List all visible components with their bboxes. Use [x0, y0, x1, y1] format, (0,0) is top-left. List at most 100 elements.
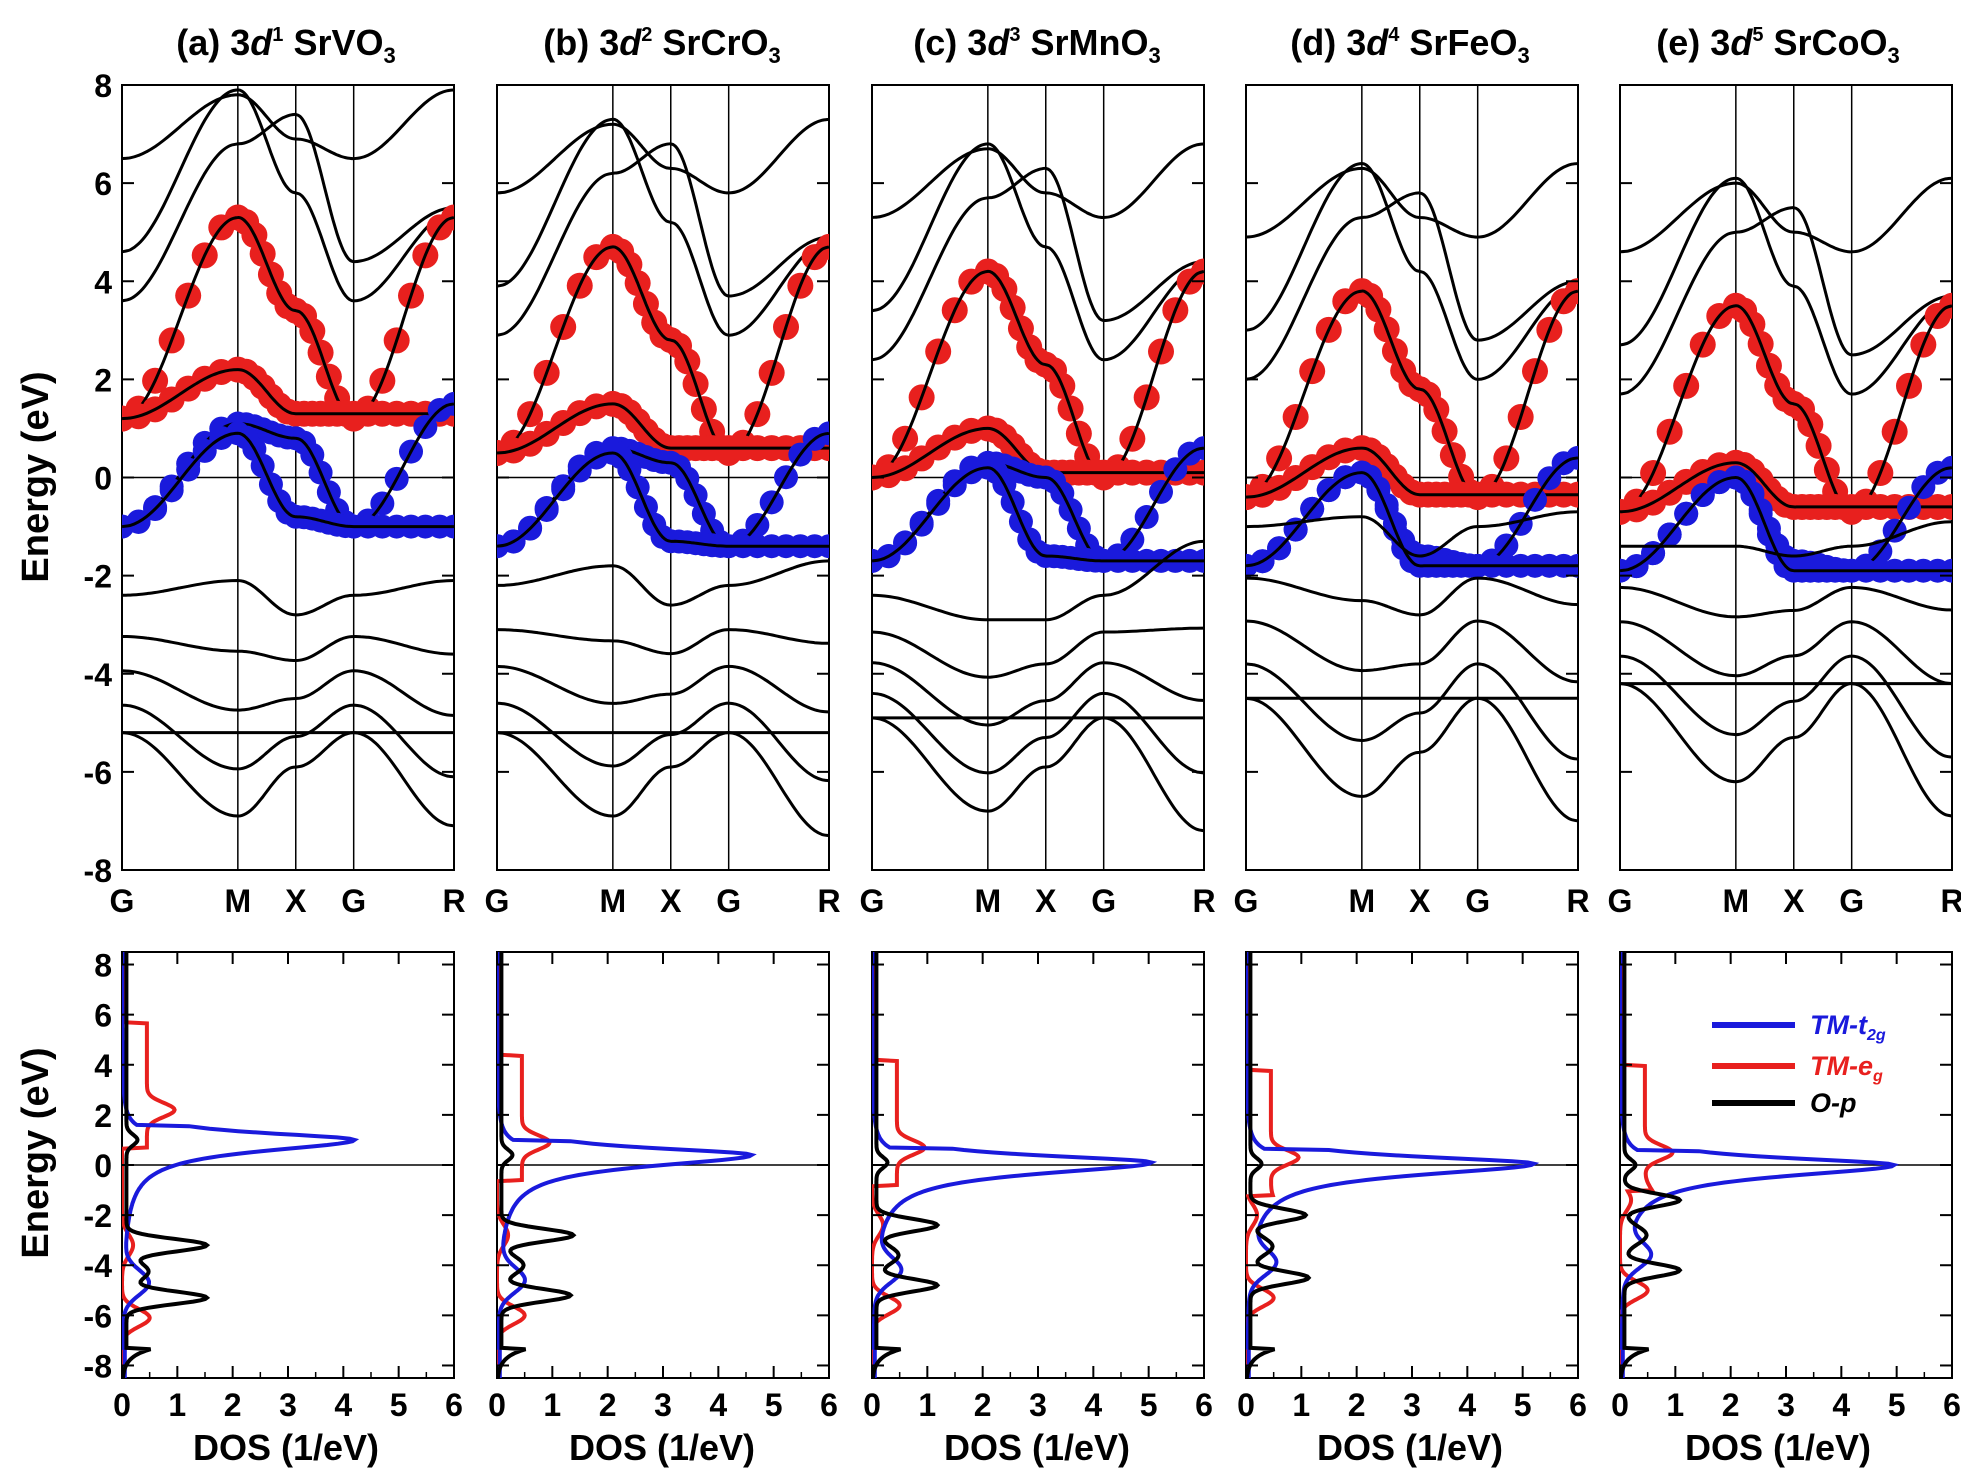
dos-xtick-label: 5: [1140, 1387, 1158, 1423]
kpoint-label: M: [1349, 883, 1376, 919]
upper-band-0: [497, 117, 829, 195]
band-ytick-label: -6: [84, 755, 112, 791]
dos-xtick-label: 5: [390, 1387, 408, 1423]
panel-title-d: (d) 3d4 SrFeO3: [1290, 22, 1529, 68]
dos-xtick-label: 6: [820, 1387, 838, 1423]
t2g-circle: [1566, 445, 1578, 470]
kpoint-label: G: [341, 883, 366, 919]
op-band-1: [1246, 576, 1578, 617]
kpoint-label: R: [1192, 883, 1215, 919]
op-band-0: [122, 578, 454, 617]
dos-eg-curve: [122, 952, 177, 1378]
dos-xtick-label: 1: [1666, 1387, 1684, 1423]
dos-xtick-label: 6: [1195, 1387, 1213, 1423]
dos-xtick-label: 0: [113, 1387, 131, 1423]
dos-ytick-label: -8: [84, 1348, 112, 1384]
op-band-3: [122, 703, 454, 779]
op-band-3: [872, 691, 1204, 775]
op-band-4: [1620, 682, 1952, 818]
panel-title-a: (a) 3d1 SrVO3: [176, 22, 395, 68]
kpoint-label: X: [1035, 883, 1057, 919]
kpoint-label: G: [1839, 883, 1864, 919]
dos-xtick-label: 5: [765, 1387, 783, 1423]
dos-xtick-label: 3: [1777, 1387, 1795, 1423]
op-band-1: [872, 626, 1204, 679]
eg-band-0: [1246, 289, 1578, 499]
dos-xtick-label: 5: [1514, 1387, 1532, 1423]
kpoint-label: G: [1234, 883, 1259, 919]
op-band-1: [122, 634, 454, 663]
dos-xlabel-d: DOS (1/eV): [1317, 1427, 1503, 1468]
dos-xtick-label: 6: [445, 1387, 463, 1423]
op-band-2: [1246, 619, 1578, 684]
band-lines: [1246, 161, 1578, 823]
kpoint-label: R: [1940, 883, 1961, 919]
upper-band-2: [872, 166, 1204, 362]
dos-xtick-label: 3: [1029, 1387, 1047, 1423]
op-band-2: [1620, 620, 1952, 686]
dos-ytick-label: 8: [94, 948, 112, 984]
band-ytick-label: 6: [94, 166, 112, 202]
kpoint-label: X: [1783, 883, 1805, 919]
dos-ytick-label: -6: [84, 1298, 112, 1334]
dos-panel-d: 0 1 2 3 4 5 6: [1237, 951, 1587, 1423]
t2g-band-1: [1246, 471, 1578, 568]
dos-xlabel-c: DOS (1/eV): [944, 1427, 1130, 1468]
band-ylabel: Energy (eV): [15, 371, 57, 582]
dos-xtick-label: 1: [1292, 1387, 1310, 1423]
dos-curves: [872, 952, 1158, 1378]
kpoint-label: G: [716, 883, 741, 919]
op-band-0: [872, 539, 1204, 622]
panel-title-e: (e) 3d5 SrCoO3: [1656, 22, 1899, 68]
dos-op-curve: [1620, 952, 1683, 1378]
panel-title-c: (c) 3d3 SrMnO3: [913, 22, 1160, 68]
dos-t2g-curve: [122, 952, 360, 1378]
dos-xtick-label: 0: [863, 1387, 881, 1423]
dos-xtick-label: 6: [1943, 1387, 1961, 1423]
upper-band-1: [1246, 161, 1578, 381]
dos-xtick-label: 4: [1084, 1387, 1102, 1423]
eg-circle: [441, 204, 454, 231]
dos-t2g-curve: [497, 952, 757, 1378]
dos-curves: [1246, 952, 1540, 1378]
upper-band-1: [1620, 176, 1952, 396]
dos-panel-b: 0 1 2 3 4 5 6: [488, 951, 838, 1423]
panel-titles: (a) 3d1 SrVO3 (b) 3d2 SrCrO3 (c) 3d3 SrM…: [176, 22, 1899, 68]
band-ytick-label: 4: [94, 264, 112, 300]
band-ytick-label: -4: [84, 657, 113, 693]
op-band-2: [497, 664, 829, 714]
dos-panel-c: 0 1 2 3 4 5 6: [863, 951, 1213, 1423]
kpoint-label: M: [975, 883, 1002, 919]
t2g-band-1: [1620, 475, 1952, 573]
dos-ytick-label: 6: [94, 998, 112, 1034]
dos-xtick-label: 0: [1611, 1387, 1629, 1423]
kpoint-label: G: [1465, 883, 1490, 919]
legend: TM-t2g TM-eg O-p: [1712, 1010, 1886, 1118]
kpoint-label: M: [600, 883, 627, 919]
dos-xtick-label: 4: [334, 1387, 352, 1423]
legend-label-t2g: TM-t2g: [1810, 1010, 1886, 1044]
eg-band-0: [497, 245, 829, 455]
dos-xlabels: DOS (1/eV) DOS (1/eV) DOS (1/eV) DOS (1/…: [193, 1427, 1871, 1468]
band-lines: [497, 117, 829, 838]
dos-op-curve: [872, 952, 941, 1378]
dos-xtick-label: 3: [279, 1387, 297, 1423]
dos-panel-e: 0 1 2 3 4 5 6: [1611, 951, 1961, 1423]
panel-title-b: (b) 3d2 SrCrO3: [543, 22, 780, 68]
kpoint-label: M: [1723, 883, 1750, 919]
upper-band-2: [1246, 191, 1578, 381]
kpoint-label: R: [1566, 883, 1589, 919]
kpoint-label: X: [285, 883, 307, 919]
kpoint-label: R: [442, 883, 465, 919]
dos-xtick-label: 4: [1458, 1387, 1476, 1423]
kpoint-label: G: [1608, 883, 1633, 919]
kpoint-label: X: [1409, 883, 1431, 919]
op-band-4: [1246, 696, 1578, 823]
dos-xtick-label: 3: [654, 1387, 672, 1423]
dos-xtick-label: 1: [543, 1387, 561, 1423]
